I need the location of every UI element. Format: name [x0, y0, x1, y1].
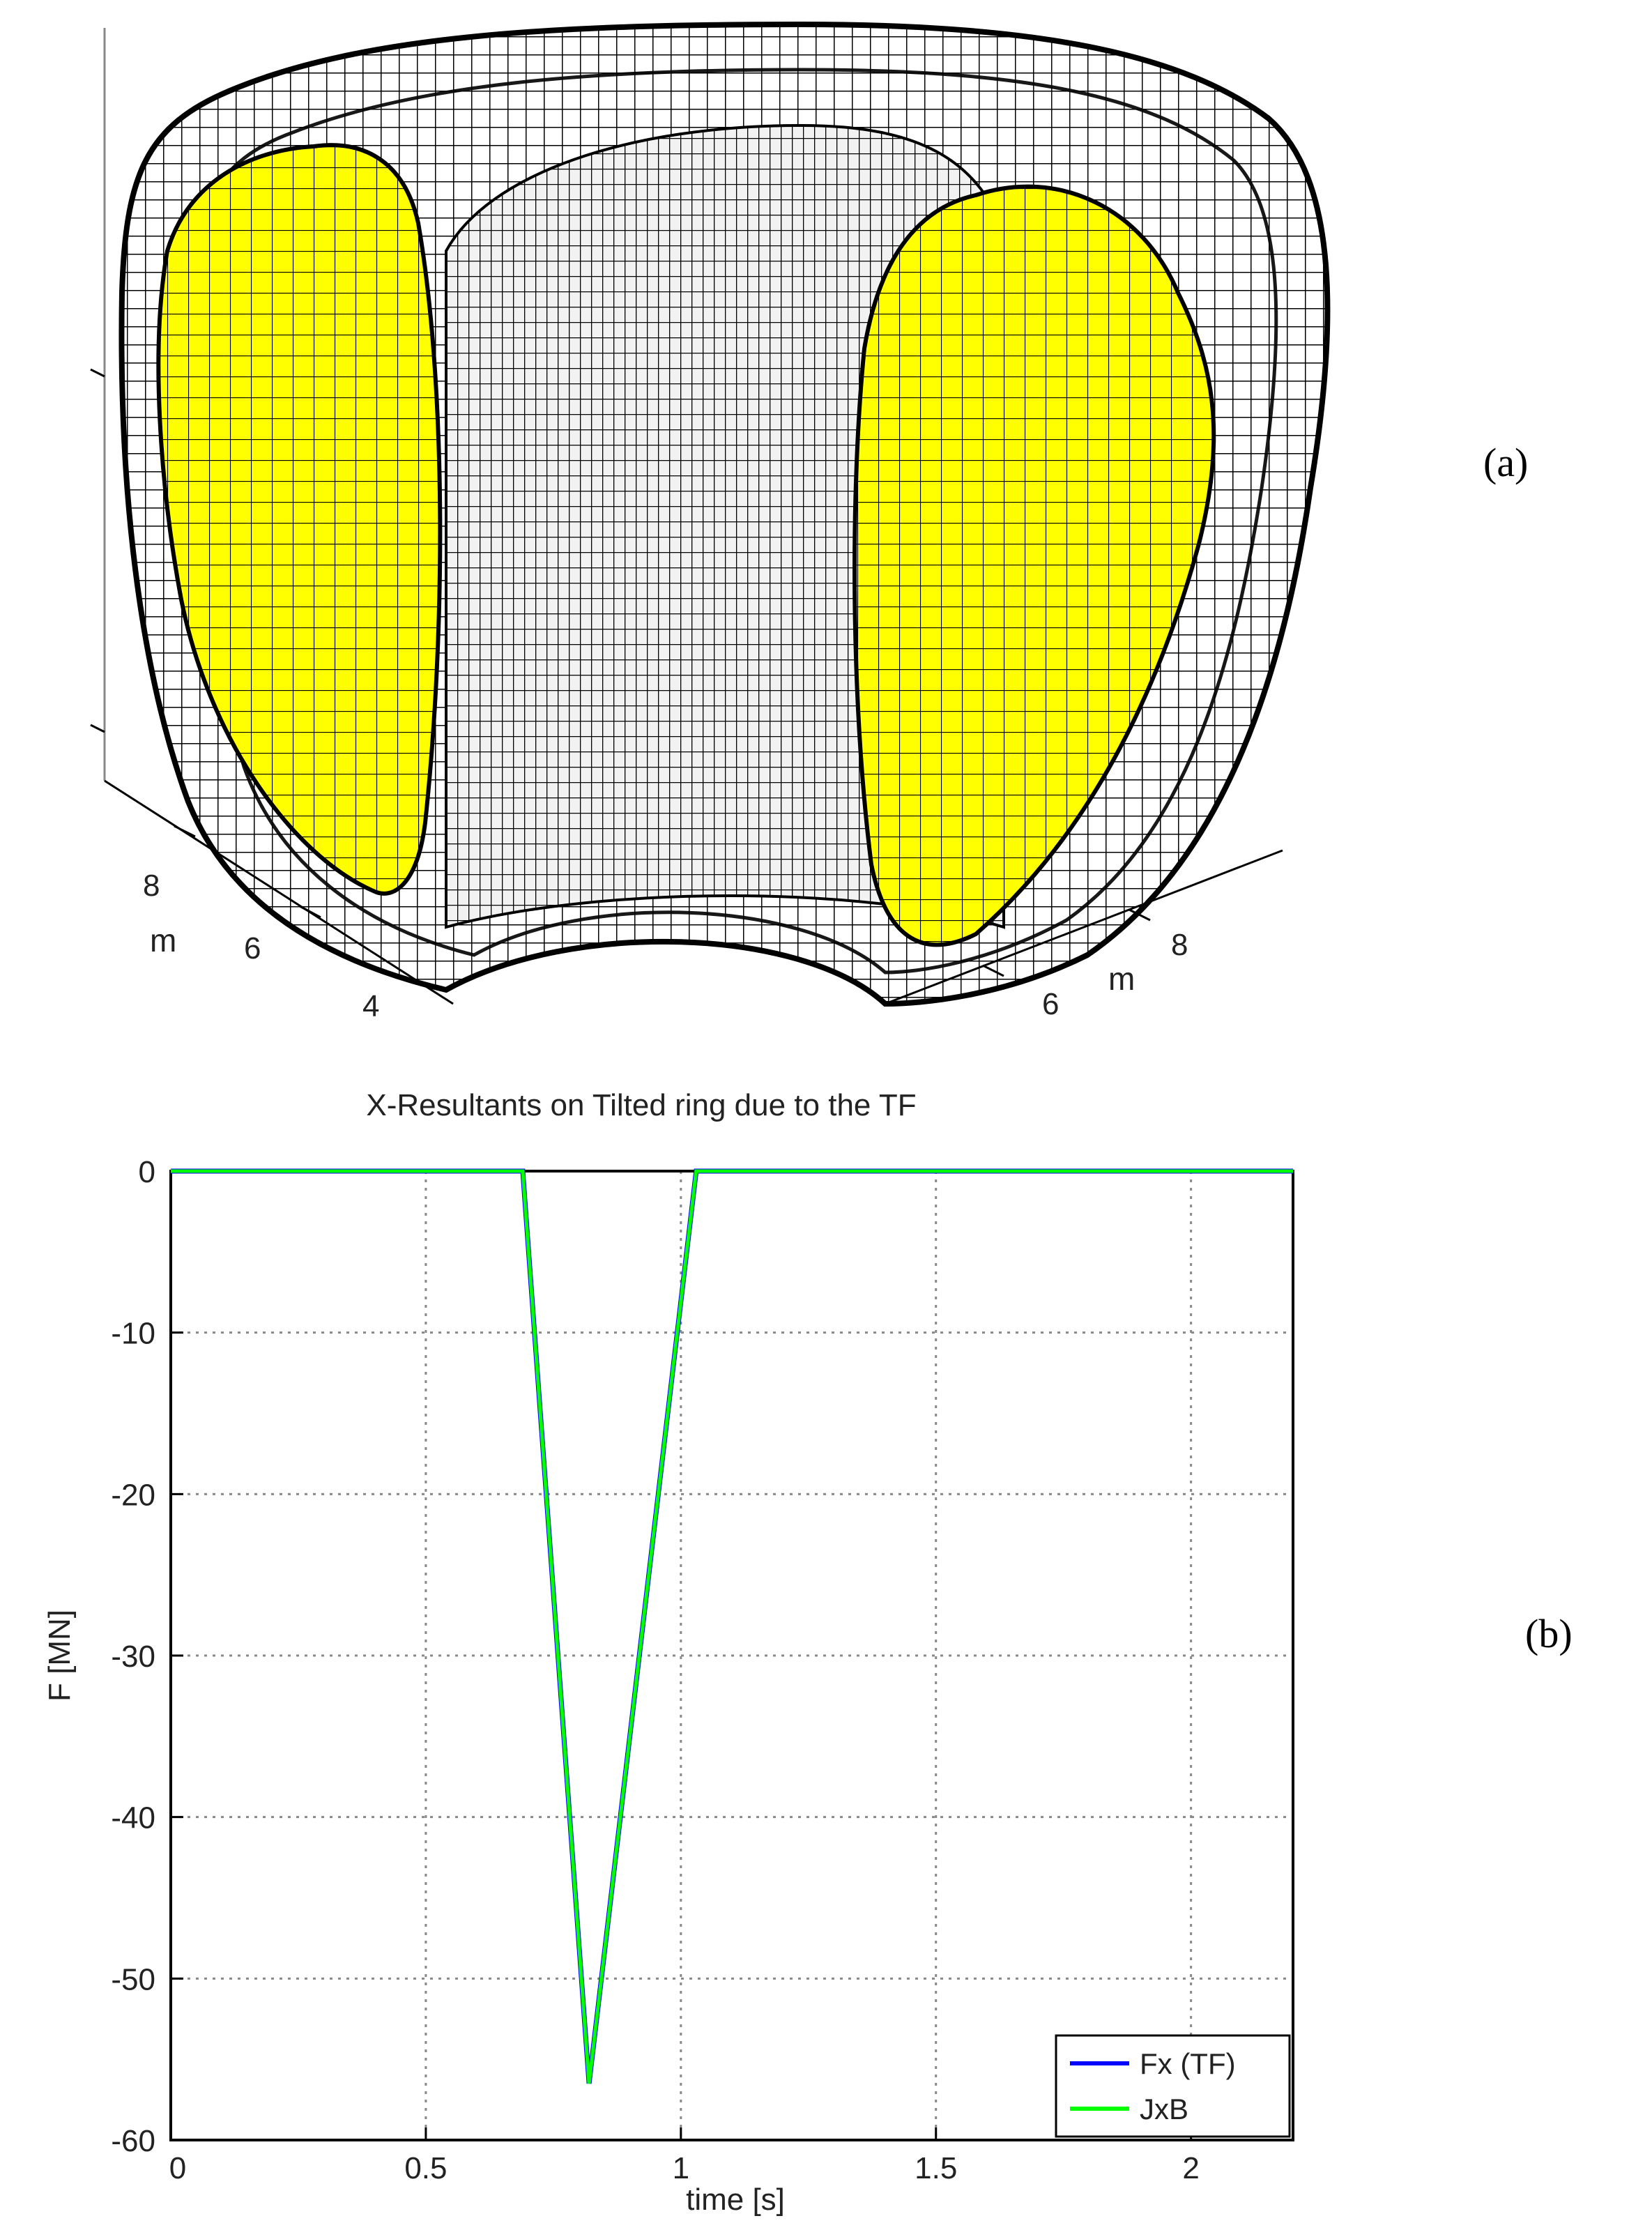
series-lines — [171, 1168, 1293, 2084]
y-tick-label-1: -10 — [111, 1317, 155, 1351]
axis-tick-left-1 — [90, 368, 105, 378]
panel-b-label: (b) — [1525, 1611, 1573, 1656]
legend: Fx (TF) JxB — [1055, 2034, 1291, 2138]
legend-label-1: JxB — [1140, 2093, 1188, 2125]
legend-label-0: Fx (TF) — [1140, 2047, 1236, 2080]
y-axis-label: F [MN] — [43, 1610, 77, 1702]
axis-left-tick-8: 8 — [143, 869, 160, 903]
chart-title: X-Resultants on Tilted ring due to the T… — [366, 1088, 916, 1122]
axis-left-tick-4: 4 — [362, 989, 379, 1018]
x-tick-label-1: 0.5 — [404, 2151, 447, 2185]
axis-tick-l6 — [299, 905, 321, 919]
axis-tick-l8 — [174, 825, 196, 838]
force-chart: X-Resultants on Tilted ring due to the T… — [43, 1088, 1294, 2217]
x-ticks: 0 0.5 1 1.5 2 — [169, 2127, 1200, 2185]
y-tick-label-3: -30 — [111, 1640, 155, 1674]
y-tick-label-2: -20 — [111, 1478, 155, 1512]
x-tick-label-4: 2 — [1182, 2151, 1199, 2185]
panel-a-label: (a) — [1483, 440, 1529, 485]
x-tick-label-2: 1 — [673, 2151, 689, 2185]
axis-floor-left — [104, 779, 454, 1005]
torus-mesh-figure: 8 m 6 4 8 m 6 — [90, 21, 1331, 1018]
y-tick-label-6: -60 — [111, 2124, 155, 2158]
y-tick-label-5: -50 — [111, 1962, 155, 1996]
axis-right-tick-8: 8 — [1171, 928, 1188, 962]
axis-right-unit: m — [1108, 961, 1135, 997]
x-axis-label: time [s] — [686, 2183, 785, 2217]
series-line-0 — [171, 1168, 1293, 2084]
y-tick-label-0: 0 — [139, 1155, 155, 1189]
axis-floor-right — [885, 849, 1283, 1005]
axis-tick-left-2 — [90, 724, 105, 733]
x-tick-label-0: 0 — [169, 2151, 186, 2185]
axis-left-unit: m — [150, 922, 176, 958]
axis-right-tick-6: 6 — [1042, 987, 1059, 1018]
plasma-left — [156, 143, 443, 896]
legend-box — [1055, 2034, 1291, 2138]
plasma-right — [852, 184, 1216, 947]
x-tick-label-3: 1.5 — [915, 2151, 957, 2185]
y-ticks: 0 -10 -20 -30 -40 -50 -60 — [111, 1155, 183, 2158]
axis-left-tick-6: 6 — [244, 931, 261, 965]
series-line-1 — [171, 1169, 1293, 2084]
y-tick-label-4: -40 — [111, 1801, 155, 1835]
axis-tick-r6 — [982, 964, 1004, 977]
axis-tick-r8 — [1129, 908, 1151, 922]
grid-lines — [171, 1171, 1293, 2140]
